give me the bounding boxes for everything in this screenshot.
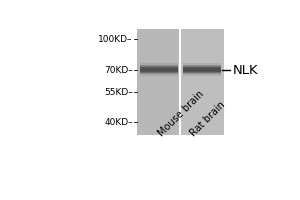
Text: 40KD–: 40KD– — [104, 118, 133, 127]
Bar — [183, 68, 221, 73]
Bar — [183, 69, 221, 72]
Bar — [140, 65, 178, 76]
Bar — [183, 67, 221, 71]
Bar — [183, 67, 221, 74]
Bar — [140, 65, 178, 73]
Bar — [183, 63, 221, 74]
Bar — [140, 69, 178, 72]
Bar — [140, 63, 178, 74]
Text: 55KD–: 55KD– — [104, 88, 133, 97]
Bar — [183, 66, 221, 72]
Text: Rat brain: Rat brain — [188, 99, 227, 138]
Bar — [181, 29, 224, 135]
Bar — [137, 29, 181, 135]
Text: 100KD–: 100KD– — [98, 35, 133, 44]
Bar — [183, 65, 221, 76]
Bar — [140, 68, 178, 73]
Bar — [140, 67, 178, 74]
Bar — [140, 67, 178, 71]
Bar — [183, 65, 221, 73]
Text: Mouse brain: Mouse brain — [156, 88, 206, 138]
Text: 70KD–: 70KD– — [104, 66, 133, 75]
Bar — [140, 66, 178, 72]
Text: NLK: NLK — [233, 64, 258, 77]
